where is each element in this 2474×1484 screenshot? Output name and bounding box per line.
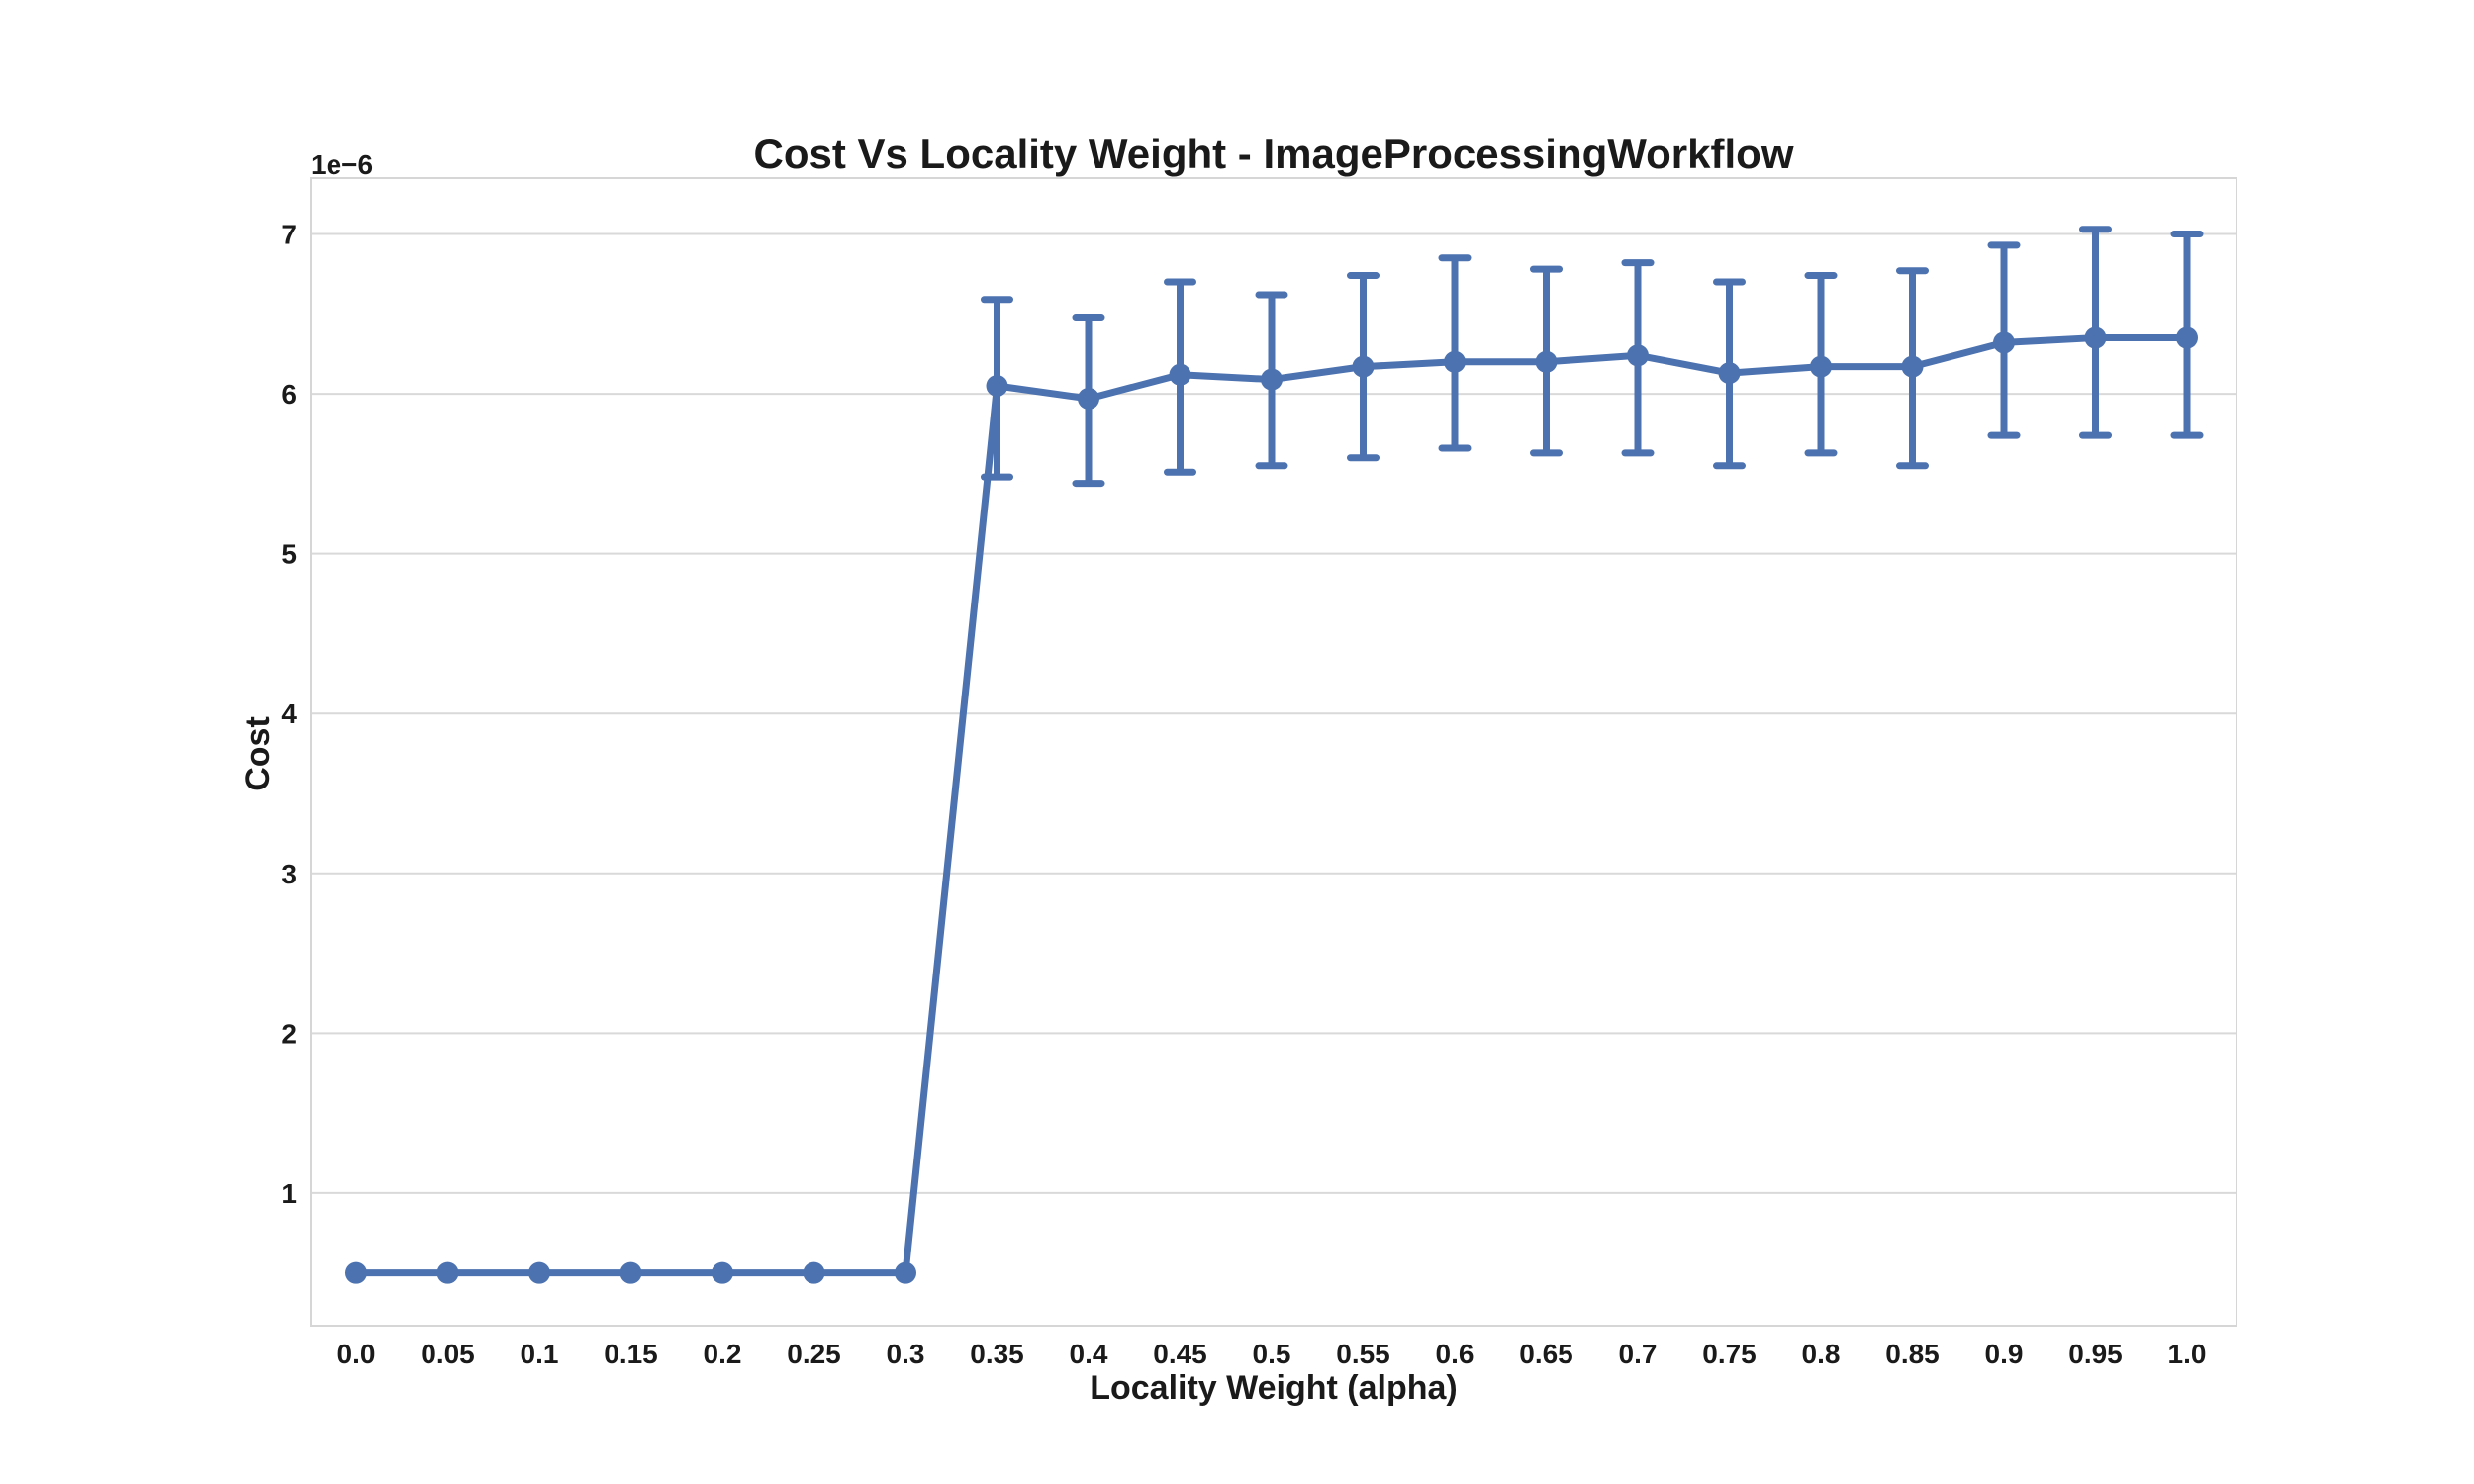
x-tick-label: 0.95 xyxy=(2068,1339,2123,1369)
y-tick-label: 1 xyxy=(281,1178,297,1209)
y-tick-labels: 1 2 3 4 5 6 7 xyxy=(281,220,297,1209)
x-tick-label: 0.05 xyxy=(421,1339,475,1369)
x-tick-label: 0.8 xyxy=(1802,1339,1841,1369)
x-tick-label: 0.35 xyxy=(970,1339,1024,1369)
y-axis-label: Cost xyxy=(239,716,277,791)
chart-title: Cost Vs Locality Weight - ImageProcessin… xyxy=(754,131,1794,177)
data-point xyxy=(1352,355,1375,378)
x-tick-label: 0.1 xyxy=(521,1339,559,1369)
x-tick-label: 1.0 xyxy=(2168,1339,2207,1369)
x-tick-label: 0.3 xyxy=(887,1339,925,1369)
x-tick-label: 0.45 xyxy=(1153,1339,1207,1369)
data-point xyxy=(528,1261,550,1284)
y-axis-offset-label: 1e−6 xyxy=(311,149,373,180)
x-axis-label: Locality Weight (alpha) xyxy=(1090,1369,1458,1407)
data-point xyxy=(1535,350,1558,373)
data-markers xyxy=(345,326,2198,1284)
data-point xyxy=(1444,350,1466,373)
data-point xyxy=(1718,362,1741,385)
x-tick-label: 0.7 xyxy=(1619,1339,1658,1369)
y-tick-label: 7 xyxy=(281,220,297,250)
data-point xyxy=(1810,355,1832,378)
data-point xyxy=(619,1261,642,1284)
data-point xyxy=(1169,363,1191,386)
x-tick-label: 0.15 xyxy=(604,1339,658,1369)
data-point xyxy=(436,1261,459,1284)
data-point xyxy=(1901,355,1924,378)
data-point xyxy=(2084,326,2107,349)
x-tick-label: 0.85 xyxy=(1885,1339,1940,1369)
x-tick-label: 0.6 xyxy=(1436,1339,1475,1369)
x-tick-label: 0.4 xyxy=(1070,1339,1108,1369)
data-point xyxy=(345,1261,367,1284)
data-point xyxy=(1261,368,1283,391)
x-tick-label: 0.65 xyxy=(1519,1339,1573,1369)
x-tick-label: 0.9 xyxy=(1985,1339,2024,1369)
y-tick-label: 5 xyxy=(281,539,297,570)
x-tick-label: 0.5 xyxy=(1253,1339,1291,1369)
x-tick-labels: 0.0 0.05 0.1 0.15 0.2 0.25 0.3 0.35 0.4 0.45 0.5 0.… xyxy=(337,1339,2207,1369)
x-tick-label: 0.75 xyxy=(1702,1339,1757,1369)
y-tick-label: 3 xyxy=(281,859,297,889)
x-tick-label: 0.25 xyxy=(787,1339,841,1369)
plot-frame xyxy=(310,177,2237,1327)
data-point xyxy=(1993,331,2015,354)
x-tick-label: 0.55 xyxy=(1336,1339,1390,1369)
data-point xyxy=(986,375,1008,398)
data-point xyxy=(1627,344,1649,367)
data-point xyxy=(895,1261,916,1284)
y-tick-label: 4 xyxy=(281,698,297,729)
data-point xyxy=(712,1261,733,1284)
x-tick-label: 0.2 xyxy=(704,1339,742,1369)
y-tick-label: 2 xyxy=(281,1018,297,1049)
data-point xyxy=(2176,326,2198,349)
data-point xyxy=(1078,387,1099,410)
y-tick-label: 6 xyxy=(281,379,297,410)
data-point xyxy=(803,1261,825,1284)
x-tick-label: 0.0 xyxy=(337,1339,376,1369)
